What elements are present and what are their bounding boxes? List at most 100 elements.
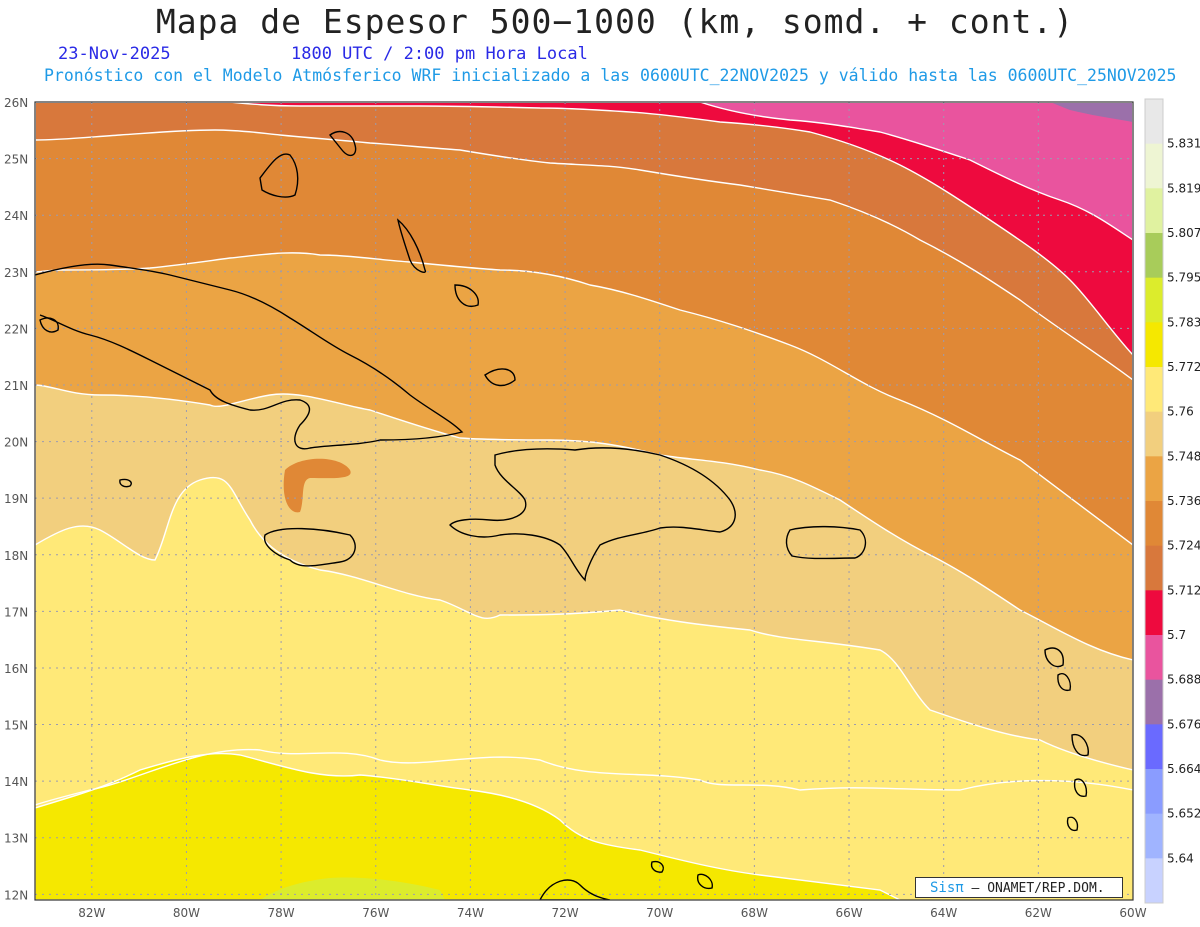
- colorbar-swatch: [1145, 143, 1163, 189]
- lon-label: 78W: [268, 906, 295, 920]
- colorbar-swatch: [1145, 233, 1163, 279]
- forecast-date: 23-Nov-2025: [58, 44, 171, 64]
- colorbar-swatch: [1145, 411, 1163, 457]
- coast-puerto-rico: [785, 525, 867, 560]
- colorbar-label: 5.795: [1167, 271, 1200, 285]
- colorbar-swatch: [1145, 367, 1163, 413]
- colorbar-swatch: [1145, 277, 1163, 323]
- lat-label: 20N: [4, 436, 28, 450]
- lon-label: 74W: [457, 906, 484, 920]
- coast-antilles-5: [1066, 816, 1079, 832]
- lat-axis-labels: 26N 25N 24N 23N 22N 21N 20N 19N 18N 17N 16N 15N 14N 1…: [4, 96, 28, 902]
- band-lime: [260, 877, 445, 900]
- lat-label: 13N: [4, 832, 28, 846]
- colorbar-label: 5.724: [1167, 539, 1200, 553]
- colorbar-swatch: [1145, 188, 1163, 234]
- colorbar-label: 5.807: [1167, 226, 1200, 240]
- lat-label: 12N: [4, 888, 28, 902]
- lon-label: 68W: [741, 906, 768, 920]
- colorbar-swatch: [1145, 724, 1163, 770]
- coastlines: [35, 130, 1089, 900]
- colorbar-swatch: [1145, 99, 1163, 145]
- colorbar-swatch: [1145, 813, 1163, 859]
- colorbar-label: 5.712: [1167, 583, 1200, 597]
- coast-islet-2: [697, 873, 713, 890]
- band-pink: [700, 102, 1133, 240]
- colorbar-frame: [1144, 98, 1164, 904]
- lat-label: 17N: [4, 605, 28, 619]
- lon-label: 80W: [173, 906, 200, 920]
- coast-antilles-2: [1057, 673, 1072, 692]
- colorbar-label: 5.76: [1167, 405, 1194, 419]
- lat-label: 16N: [4, 662, 28, 676]
- colorbar-label: 5.676: [1167, 717, 1200, 731]
- colorbar: 5.831 5.819 5.807 5.795 5.783 5.772 5.76 5.748 5…: [1144, 98, 1200, 904]
- colorbar-label: 5.7: [1167, 628, 1186, 642]
- contour-line: [35, 102, 1133, 546]
- coast-hispaniola: [449, 447, 736, 582]
- lat-label: 21N: [4, 379, 28, 393]
- credit-box: Sisπ – ONAMET/REP.DOM.: [915, 877, 1123, 898]
- contour-lines: [35, 102, 1133, 900]
- contour-line: [35, 752, 901, 900]
- colorbar-swatch: [1145, 679, 1163, 725]
- patch-orange-island: [283, 458, 351, 513]
- colorbar-swatch: [1145, 590, 1163, 636]
- coast-bahamas-2: [396, 218, 427, 273]
- credit-org: – ONAMET/REP.DOM.: [963, 881, 1105, 896]
- lat-label: 23N: [4, 266, 28, 280]
- lat-label: 24N: [4, 209, 28, 223]
- colorbar-label: 5.64: [1167, 851, 1194, 865]
- lon-label: 82W: [78, 906, 105, 920]
- coast-cuba: [35, 263, 464, 450]
- colorbar-swatch: [1145, 858, 1163, 904]
- contour-line: [699, 102, 1133, 241]
- colorbar-swatch: [1145, 635, 1163, 681]
- colorbar-label: 5.831: [1167, 137, 1200, 151]
- contour-line: [35, 102, 1133, 661]
- colorbar-swatch: [1145, 769, 1163, 815]
- colorbar-label: 5.819: [1167, 181, 1200, 195]
- lon-label: 66W: [835, 906, 862, 920]
- colorbar-swatch: [1145, 501, 1163, 547]
- lat-label: 18N: [4, 549, 28, 563]
- coast-bahamas-1: [328, 130, 357, 157]
- colorbar-label: 5.783: [1167, 315, 1200, 329]
- band-dark-orange: [35, 102, 1133, 380]
- map-title: Mapa de Espesor 500−1000 (km, somd. + co…: [155, 2, 1075, 41]
- colorbar-label: 5.688: [1167, 673, 1200, 687]
- coast-antilles-1: [1044, 647, 1064, 668]
- coast-venezuela: [539, 879, 611, 900]
- lat-label: 25N: [4, 153, 28, 167]
- map-frame: [34, 101, 1134, 901]
- model-info: Pronóstico con el Modelo Atmósferico WRF…: [44, 66, 1177, 85]
- colorbar-label: 5.664: [1167, 762, 1200, 776]
- band-red: [230, 102, 1133, 355]
- lon-label: 72W: [551, 906, 578, 920]
- lon-label: 60W: [1119, 906, 1146, 920]
- lon-label: 62W: [1025, 906, 1052, 920]
- coast-islet-1: [119, 478, 132, 488]
- contour-line: [35, 102, 1133, 771]
- map-fields: [35, 102, 1133, 900]
- colorbar-label: 5.772: [1167, 360, 1200, 374]
- colorbar-swatch: [1145, 545, 1163, 591]
- coast-antilles-4: [1073, 778, 1088, 797]
- sispi-brand: Sisπ: [930, 880, 964, 896]
- contour-line: [35, 102, 1133, 806]
- lon-axis-labels: 82W 80W 78W 76W 74W 72W 70W 68W 66W 64W 62W 60W: [78, 906, 1146, 920]
- lat-lon-grid: [35, 102, 1133, 900]
- coast-isla-juventud: [39, 317, 59, 333]
- colorbar-label: 5.652: [1167, 807, 1200, 821]
- coast-islet-3: [650, 860, 664, 873]
- lat-label: 15N: [4, 719, 28, 733]
- contour-line: [35, 102, 1133, 381]
- band-orange: [35, 102, 1133, 545]
- band-purple: [1050, 102, 1133, 122]
- lon-label: 70W: [646, 906, 673, 920]
- coast-jamaica: [263, 527, 356, 567]
- lon-label: 64W: [930, 906, 957, 920]
- contour-line: [229, 102, 1133, 357]
- colorbar-swatch: [1145, 322, 1163, 368]
